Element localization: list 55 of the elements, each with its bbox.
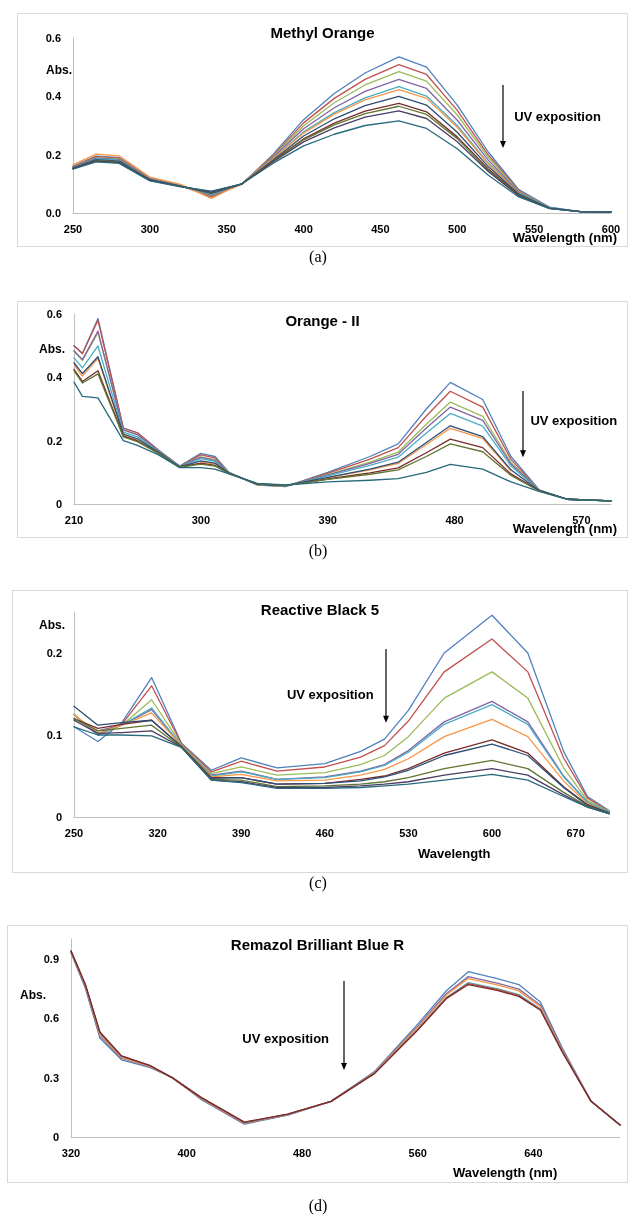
y-tick-label: 0 (55, 498, 62, 510)
x-tick-label: 600 (482, 826, 502, 839)
x-tick-label: 400 (177, 1146, 196, 1159)
y-tick-label: 0 (55, 811, 62, 823)
annotation: UV exposition (514, 109, 601, 125)
x-tick-label: 560 (408, 1146, 427, 1159)
x-tick-label: 320 (148, 826, 167, 839)
x-tick-label: 300 (191, 513, 211, 526)
x-tick-label: 480 (292, 1146, 312, 1159)
chart-title: Methyl Orange (270, 24, 375, 41)
text: (c) (308, 874, 328, 892)
x-tick-label: 300 (140, 222, 160, 235)
y-tick-label: 0.1 (46, 729, 62, 741)
y-axis-title: Abs. (39, 342, 66, 356)
x-tick-label: 350 (217, 222, 236, 235)
y-tick-label: 0.6 (43, 1012, 59, 1025)
chart-title: Orange - II (285, 312, 360, 329)
x-axis-title: Wavelength (418, 846, 491, 861)
x-tick-label: 500 (448, 222, 467, 235)
text: (d) (307, 1197, 329, 1215)
y-tick-label: 0.3 (43, 1071, 59, 1084)
x-tick-label: 640 (524, 1146, 543, 1159)
chart-title: Remazol Brilliant Blue R (230, 936, 405, 953)
x-tick-label: 480 (445, 513, 464, 526)
text: (a) (308, 248, 328, 266)
annotation: UV exposition (242, 1031, 330, 1047)
x-tick-label: 670 (566, 826, 585, 839)
annotation: UV exposition (530, 412, 618, 428)
x-tick-label: 320 (61, 1146, 81, 1159)
x-tick-label: 400 (294, 222, 313, 235)
x-tick-label: 210 (64, 513, 84, 526)
y-tick-label: 0.6 (45, 32, 61, 44)
y-axis-title: Abs. (20, 988, 47, 1002)
y-tick-label: 0.4 (46, 371, 63, 384)
text: (b) (307, 542, 329, 560)
y-tick-label: 0.2 (46, 434, 62, 447)
x-tick-label: 460 (315, 826, 334, 839)
y-tick-label: 0.0 (45, 207, 61, 219)
x-tick-label: 530 (399, 826, 418, 839)
x-tick-label: 250 (64, 826, 84, 839)
y-axis-title: Abs. (39, 618, 66, 632)
y-tick-label: 0.9 (43, 952, 59, 965)
x-tick-label: 250 (63, 222, 83, 235)
y-tick-label: 0 (52, 1131, 59, 1143)
y-tick-label: 0.6 (46, 308, 62, 320)
y-axis-title: Abs. (46, 63, 73, 77)
chart-title: Reactive Black 5 (260, 601, 380, 618)
x-tick-label: 450 (371, 222, 390, 235)
y-tick-label: 0.2 (45, 148, 61, 161)
x-tick-label: 390 (232, 826, 251, 839)
x-axis-title: Wavelength (nm) (453, 1165, 558, 1180)
y-tick-label: 0.4 (45, 90, 62, 103)
annotation: UV exposition (286, 686, 374, 702)
x-tick-label: 390 (318, 513, 337, 526)
y-tick-label: 0.2 (46, 647, 62, 659)
